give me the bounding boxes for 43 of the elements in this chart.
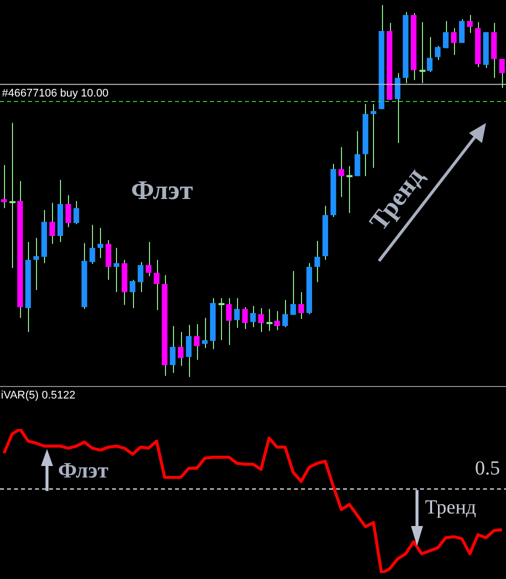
candlestick (290, 270, 296, 316)
candlestick (442, 20, 449, 49)
candlestick (459, 18, 465, 44)
candlestick (258, 308, 264, 332)
candlestick (130, 279, 136, 309)
candlestick (274, 310, 280, 331)
candlestick (298, 292, 304, 320)
candlestick (314, 240, 320, 283)
candlestick (202, 317, 208, 348)
candlestick (106, 240, 112, 280)
candlestick (354, 130, 360, 177)
annotation: Флэт (58, 458, 109, 483)
annotation: Флэт (131, 174, 193, 205)
candlestick (250, 305, 256, 328)
candlestick (450, 28, 457, 56)
candlestick (1, 164, 7, 209)
candlestick (138, 262, 144, 293)
candlestick (186, 324, 192, 378)
candlestick (234, 298, 240, 328)
annotation: Тренд (425, 496, 476, 518)
candlestick (394, 72, 400, 144)
annotation: 0.5 (475, 457, 500, 480)
candlestick (242, 306, 248, 330)
candlestick (499, 58, 505, 88)
candlestick (170, 326, 176, 374)
chart-title: iVAR(5) 0.5122 (1, 390, 76, 402)
candlestick (33, 237, 39, 290)
candlestick (282, 299, 288, 328)
candlestick (98, 227, 104, 258)
ref-line-label: #46677106 buy 10.00 (2, 88, 108, 100)
candlestick (73, 200, 80, 225)
candlestick (467, 14, 473, 34)
candlestick (90, 224, 96, 264)
candlestick (146, 241, 152, 277)
candlestick (49, 202, 56, 244)
candlestick (114, 247, 120, 293)
candlestick (178, 331, 184, 366)
candlestick (194, 324, 200, 360)
candlestick (65, 194, 72, 228)
candlestick (154, 259, 160, 311)
candlestick (434, 45, 441, 61)
candlestick (370, 103, 376, 168)
candlestick (338, 146, 344, 198)
